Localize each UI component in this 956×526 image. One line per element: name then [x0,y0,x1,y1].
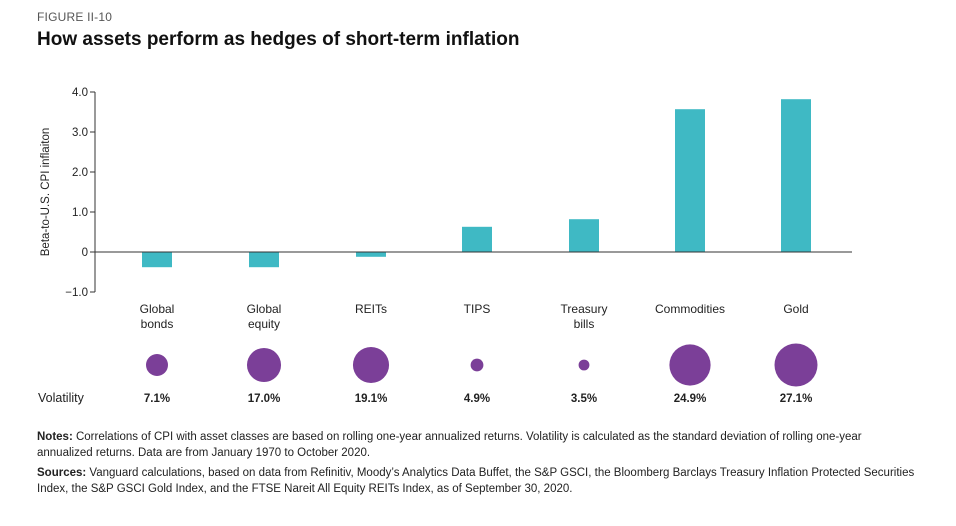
bar [569,219,599,252]
sources-label: Sources: [37,467,87,479]
category-label-line: bonds [141,317,174,331]
volatility-label: Volatility [38,391,85,405]
category-label: REITs [355,302,387,316]
volatility-value: 17.0% [248,393,281,405]
y-tick-label: −1.0 [65,287,88,299]
bar [781,99,811,252]
category-label-line: TIPS [464,302,491,316]
bar [462,226,492,252]
volatility-bubble [774,343,818,387]
category-label-line: Global [140,302,175,316]
volatility-value: 7.1% [144,393,170,405]
y-tick-label: 4.0 [72,87,88,99]
category-label-line: Treasury [561,302,608,316]
y-tick-label: 1.0 [72,207,88,219]
volatility-value: 24.9% [674,393,707,405]
category-label-line: bills [574,317,595,331]
y-tick-label: 2.0 [72,167,88,179]
volatility-value: 27.1% [780,393,813,405]
category-label-line: Commodities [655,302,725,316]
volatility-bubble [246,347,282,383]
volatility-value: 4.9% [464,393,490,405]
chart-title: How assets perform as hedges of short-te… [37,29,520,50]
volatility-value: 3.5% [571,393,597,405]
chart-svg: Beta-to-U.S. CPI inflaiton 4.0 3.0 2.0 1.0 0 −… [38,87,852,405]
volatility-bubble [352,346,390,384]
bar [675,109,705,252]
notes-text: Correlations of CPI with asset classes a… [37,431,862,459]
volatility-bubble [470,358,484,372]
category-label-line: Gold [783,302,808,316]
sources-paragraph: Sources: Vanguard calculations, based on… [37,465,917,497]
notes-label: Notes: [37,431,73,443]
y-tick-label: 0 [82,247,88,259]
bar [249,252,279,268]
category-label: Treasury bills [561,302,608,331]
volatility-bubble [146,354,168,376]
category-label-line: REITs [355,302,387,316]
volatility-bubble [669,344,711,386]
volatility-bubble [578,359,590,371]
category-label: Global equity [247,302,282,331]
category-label-line: equity [248,317,280,331]
category-label: Commodities [655,302,725,316]
bar [356,252,386,257]
category-label: Gold [783,302,808,316]
figure-label: FIGURE II-10 [37,10,113,24]
y-axis-label: Beta-to-U.S. CPI inflaiton [40,128,52,256]
category-label: TIPS [464,302,491,316]
notes-paragraph: Notes: Correlations of CPI with asset cl… [37,429,917,461]
volatility-value: 19.1% [355,393,388,405]
bar [142,252,172,268]
category-label-line: Global [247,302,282,316]
sources-text: Vanguard calculations, based on data fro… [37,467,915,495]
category-label: Global bonds [140,302,175,331]
y-tick-label: 3.0 [72,127,88,139]
notes-block: Notes: Correlations of CPI with asset cl… [37,429,917,501]
